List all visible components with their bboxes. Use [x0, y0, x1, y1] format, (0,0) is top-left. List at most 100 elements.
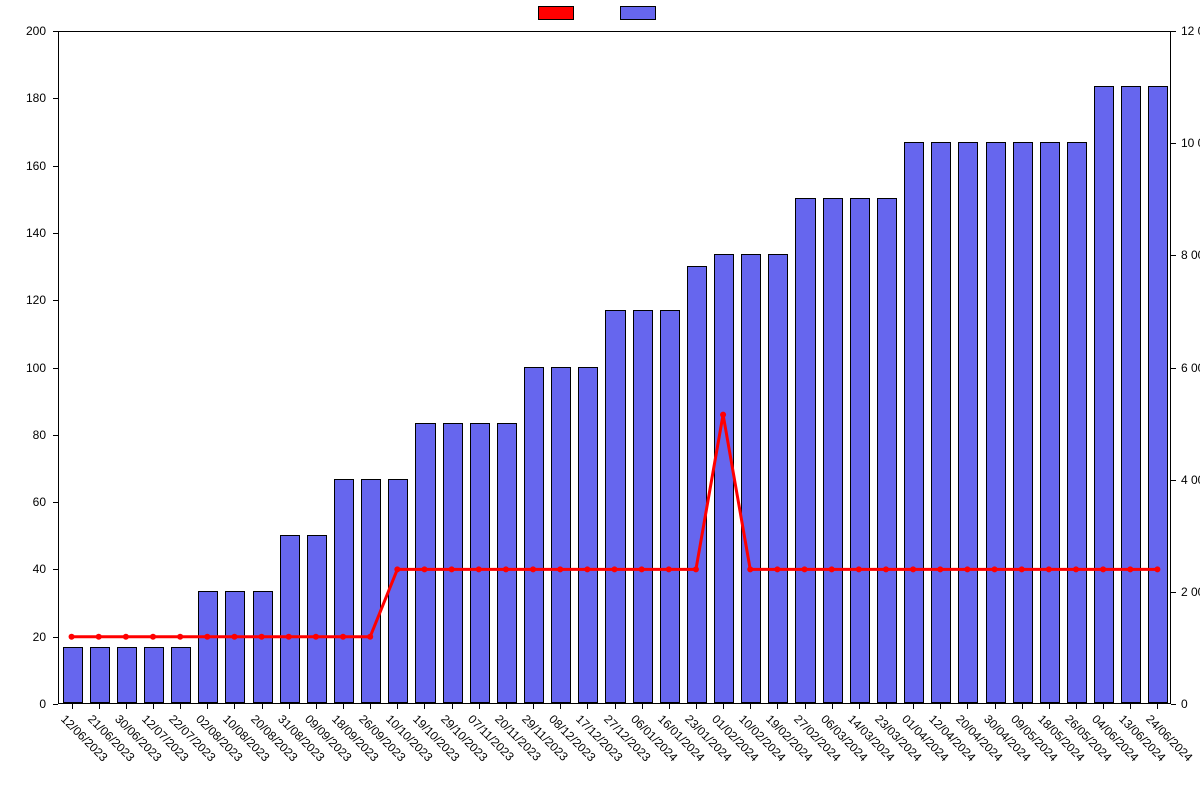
line-marker: [802, 566, 808, 572]
line-marker: [639, 566, 645, 572]
line-series: [58, 31, 1171, 704]
x-tick: [723, 704, 724, 709]
x-tick: [316, 704, 317, 709]
line-marker: [204, 634, 210, 640]
y-left-tick-label: 180: [0, 91, 46, 105]
legend-swatch-bar: [620, 6, 656, 20]
x-tick: [696, 704, 697, 709]
y-right-tick: [1171, 368, 1176, 369]
line-marker: [856, 566, 862, 572]
x-tick: [805, 704, 806, 709]
line-marker: [747, 566, 753, 572]
x-tick: [1022, 704, 1023, 709]
line-marker: [476, 566, 482, 572]
y-left-tick-label: 140: [0, 226, 46, 240]
x-tick: [832, 704, 833, 709]
x-tick: [424, 704, 425, 709]
line-marker: [557, 566, 563, 572]
line-marker: [421, 566, 427, 572]
chart-legend: [0, 6, 1200, 20]
y-right-tick-label: 8 000: [1181, 248, 1200, 262]
y-left-tick: [53, 435, 58, 436]
line-marker: [69, 634, 75, 640]
y-left-tick-label: 60: [0, 495, 46, 509]
y-left-tick-label: 20: [0, 630, 46, 644]
legend-item-line: [538, 6, 580, 20]
y-right-tick-label: 6 000: [1181, 361, 1200, 375]
x-tick: [126, 704, 127, 709]
line-marker: [829, 566, 835, 572]
x-tick: [207, 704, 208, 709]
y-left-tick-label: 0: [0, 697, 46, 711]
x-tick: [506, 704, 507, 709]
x-tick: [587, 704, 588, 709]
line-marker: [1019, 566, 1025, 572]
line-marker: [231, 634, 237, 640]
x-tick: [1049, 704, 1050, 709]
line-marker: [340, 634, 346, 640]
x-tick: [995, 704, 996, 709]
y-right-tick-label: 12 000: [1181, 24, 1200, 38]
y-left-tick: [53, 300, 58, 301]
y-right-tick-label: 10 000: [1181, 136, 1200, 150]
legend-item-bar: [620, 6, 662, 20]
line-marker: [964, 566, 970, 572]
x-tick: [370, 704, 371, 709]
x-tick: [533, 704, 534, 709]
combo-chart: 02040608010012014016018020002 0004 0006 …: [0, 0, 1200, 800]
x-tick: [1103, 704, 1104, 709]
x-tick: [262, 704, 263, 709]
y-right-tick-label: 0: [1181, 697, 1188, 711]
line-marker: [123, 634, 129, 640]
line-marker: [530, 566, 536, 572]
line-marker: [1100, 566, 1106, 572]
x-tick: [153, 704, 154, 709]
y-left-tick-label: 40: [0, 562, 46, 576]
line-path: [72, 415, 1158, 637]
x-tick: [777, 704, 778, 709]
line-marker: [96, 634, 102, 640]
x-tick: [913, 704, 914, 709]
y-left-tick: [53, 704, 58, 705]
y-left-tick-label: 80: [0, 428, 46, 442]
legend-swatch-line: [538, 6, 574, 20]
y-left-tick: [53, 637, 58, 638]
line-marker: [367, 634, 373, 640]
line-marker: [584, 566, 590, 572]
x-tick: [859, 704, 860, 709]
line-marker: [1046, 566, 1052, 572]
line-marker: [150, 634, 156, 640]
line-marker: [1154, 566, 1160, 572]
y-left-tick-label: 200: [0, 24, 46, 38]
y-right-tick-label: 2 000: [1181, 585, 1200, 599]
y-left-tick: [53, 98, 58, 99]
line-marker: [1073, 566, 1079, 572]
x-tick: [289, 704, 290, 709]
y-right-tick: [1171, 704, 1176, 705]
y-left-tick: [53, 569, 58, 570]
x-tick: [479, 704, 480, 709]
y-right-tick: [1171, 592, 1176, 593]
y-right-tick: [1171, 143, 1176, 144]
x-tick: [397, 704, 398, 709]
x-tick: [343, 704, 344, 709]
x-tick: [940, 704, 941, 709]
x-tick: [99, 704, 100, 709]
y-left-tick: [53, 166, 58, 167]
y-left-tick: [53, 233, 58, 234]
x-tick: [967, 704, 968, 709]
line-marker: [177, 634, 183, 640]
line-marker: [992, 566, 998, 572]
y-left-tick: [53, 502, 58, 503]
y-left-tick: [53, 368, 58, 369]
line-marker: [313, 634, 319, 640]
y-left-tick: [53, 31, 58, 32]
y-right-tick-label: 4 000: [1181, 473, 1200, 487]
line-marker: [259, 634, 265, 640]
x-tick: [234, 704, 235, 709]
line-marker: [666, 566, 672, 572]
x-tick: [886, 704, 887, 709]
line-marker: [612, 566, 618, 572]
x-tick: [1076, 704, 1077, 709]
y-left-tick-label: 160: [0, 159, 46, 173]
